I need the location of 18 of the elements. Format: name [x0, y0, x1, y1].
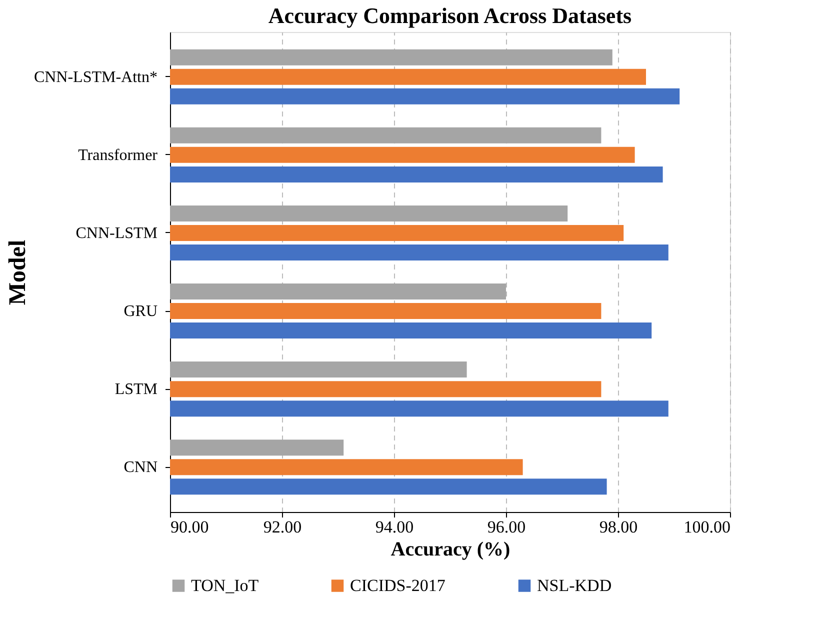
legend-label: NSL-KDD — [537, 576, 612, 595]
x-tick-label: 98.00 — [599, 518, 638, 536]
y-tick-label: CNN-LSTM — [76, 224, 158, 242]
y-tick-label: CNN-LSTM-Attn* — [34, 68, 158, 86]
x-tick-label: 90.00 — [170, 518, 209, 536]
legend-label: TON_IoT — [191, 576, 260, 595]
x-tick-label: 94.00 — [375, 518, 414, 536]
chart-title: Accuracy Comparison Across Datasets — [268, 3, 632, 28]
y-axis-title: Model — [4, 240, 31, 306]
legend-label: CICIDS-2017 — [350, 576, 446, 595]
x-tick-label: 96.00 — [487, 518, 526, 536]
y-tick-label: Transformer — [78, 146, 158, 164]
y-tick-label: CNN — [124, 459, 158, 476]
x-tick-label: 92.00 — [263, 518, 302, 536]
x-tick-label: 100.00 — [684, 518, 730, 536]
x-axis-title: Accuracy (%) — [390, 538, 510, 560]
y-tick-label: LSTM — [114, 381, 158, 398]
y-tick-label: GRU — [124, 303, 158, 320]
